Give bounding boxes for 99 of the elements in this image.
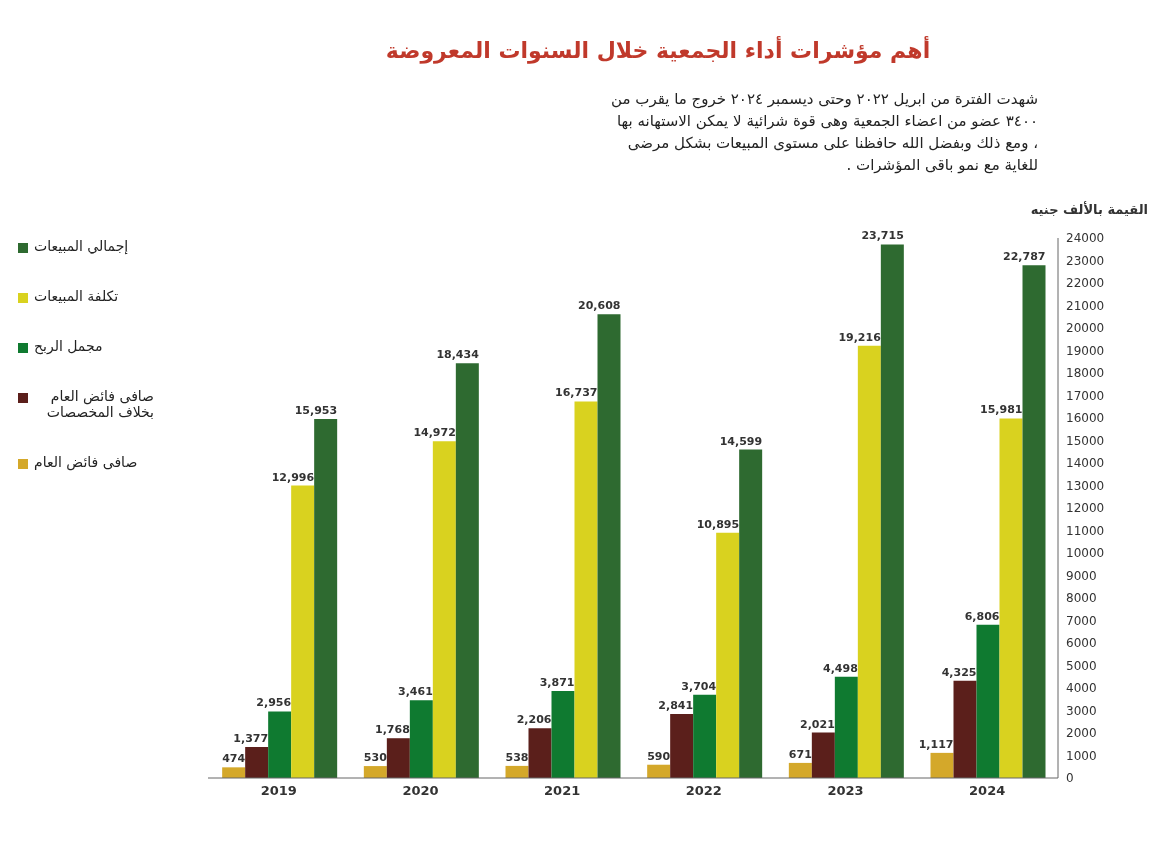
bar [930, 752, 954, 778]
y-tick-label: 22000 [1066, 276, 1105, 291]
data-label: 2,206 [516, 713, 552, 727]
y-tick-label: 21000 [1066, 298, 1105, 313]
bar [811, 732, 835, 778]
bar [314, 419, 338, 778]
data-label: 2,021 [800, 717, 835, 731]
bar [999, 418, 1023, 778]
bar [245, 747, 269, 778]
bar [363, 766, 387, 778]
bar [268, 711, 292, 778]
y-tick-label: 24000 [1066, 231, 1105, 246]
y-tick-label: 13000 [1066, 478, 1105, 493]
y-tick-label: 10000 [1066, 546, 1105, 561]
y-tick-label: 17000 [1066, 388, 1105, 403]
bar [1022, 265, 1046, 778]
y-tick-label: 4000 [1066, 681, 1097, 696]
bar [788, 762, 812, 778]
y-axis-title: القيمة بالألف جنيه [1029, 202, 1148, 217]
data-label: 16,737 [555, 386, 598, 400]
data-label: 671 [788, 747, 812, 761]
data-label: 15,953 [294, 404, 338, 418]
data-label: 4,498 [823, 661, 858, 675]
data-label: 23,715 [861, 229, 904, 243]
data-label: 530 [363, 751, 388, 765]
legend-label: مجمل الربح [34, 338, 103, 354]
bar [953, 680, 977, 778]
x-tick-label: 2022 [685, 783, 722, 799]
bar [739, 449, 763, 778]
x-tick-label: 2021 [544, 783, 581, 799]
bar [647, 764, 671, 778]
x-tick-label: 2023 [827, 783, 864, 799]
bar [386, 738, 410, 778]
y-tick-label: 19000 [1066, 343, 1105, 358]
chart-title: أهم مؤشرات أداء الجمعية خلال السنوات المعروضة [384, 38, 932, 63]
bar [716, 532, 740, 778]
bar [670, 714, 694, 778]
data-label: 15,981 [980, 403, 1023, 417]
y-tick-label: 5000 [1066, 658, 1097, 673]
legend-label: صافى فائض العام [34, 454, 138, 470]
bar [505, 765, 529, 778]
bar [834, 676, 858, 778]
y-tick-label: 11000 [1066, 523, 1105, 538]
data-label: 12,996 [271, 470, 315, 484]
bar [222, 767, 246, 778]
bar [857, 345, 881, 778]
bar [291, 485, 315, 778]
data-label: 14,972 [413, 426, 456, 440]
bar [880, 244, 904, 778]
y-tick-label: 9000 [1066, 568, 1097, 583]
data-label: 1,117 [918, 737, 954, 751]
y-tick-label: 3000 [1066, 703, 1097, 718]
data-label: 14,599 [719, 434, 763, 448]
bar [528, 728, 552, 778]
data-label: 22,787 [1003, 250, 1046, 264]
data-label: 20,608 [578, 299, 621, 313]
data-label: 1,377 [233, 732, 269, 746]
data-label: 18,434 [436, 348, 480, 362]
y-tick-label: 18000 [1066, 366, 1105, 381]
y-tick-label: 12000 [1066, 501, 1105, 516]
bar [693, 694, 717, 778]
data-label: 6,806 [964, 609, 1000, 623]
y-tick-label: 7000 [1066, 613, 1097, 628]
y-tick-label: 20000 [1066, 321, 1105, 336]
data-label: 19,216 [838, 330, 882, 344]
data-label: 2,841 [658, 699, 694, 713]
legend-label: صافى فائض العام بخلاف المخصصات [45, 388, 154, 420]
data-label: 2,956 [256, 696, 292, 710]
data-label: 4,325 [941, 665, 977, 679]
data-label: 3,704 [681, 679, 717, 693]
x-tick-label: 2024 [969, 783, 1006, 799]
data-label: 474 [222, 752, 246, 766]
legend-label: إجمالي المبيعات [34, 238, 129, 254]
y-tick-label: 23000 [1066, 253, 1105, 268]
legend-label: تكلفة المبيعات [34, 288, 119, 304]
y-tick-label: 2000 [1066, 726, 1097, 741]
y-tick-label: 8000 [1066, 591, 1097, 606]
y-tick-label: 6000 [1066, 636, 1097, 651]
data-label: 590 [647, 749, 671, 763]
bar [976, 624, 1000, 778]
text: شهدت الفترة من ابريل ٢٠٢٢ وحتى ديسمبر ٢٠٢٤ خروج ما يقرب من ٣٤٠٠ عضو من اعضاء الجمعية وهى قوة شرائية لا يمكن الاستهانه بها ، ومع ذلك وبفضل الله حافظنا على مستوى المبيعات بشكل مرضى للغاية مع نمو باقى المؤشرات . [610, 89, 1038, 176]
data-label: 10,895 [696, 517, 740, 531]
bar [409, 700, 433, 778]
y-tick-label: 0 [1066, 771, 1074, 786]
data-label: 538 [505, 750, 529, 764]
bar [574, 401, 598, 778]
y-tick-label: 1000 [1066, 748, 1097, 763]
y-tick-label: 16000 [1066, 411, 1105, 426]
bar [597, 314, 621, 778]
data-label: 1,768 [375, 723, 410, 737]
bar [432, 441, 456, 778]
y-tick-label: 14000 [1066, 456, 1105, 471]
bar [455, 363, 479, 778]
x-tick-label: 2019 [260, 783, 297, 799]
bar [551, 690, 575, 778]
data-label: 3,871 [539, 675, 575, 689]
y-tick-label: 15000 [1066, 433, 1105, 448]
x-tick-label: 2020 [402, 783, 439, 799]
data-label: 3,461 [398, 685, 433, 699]
